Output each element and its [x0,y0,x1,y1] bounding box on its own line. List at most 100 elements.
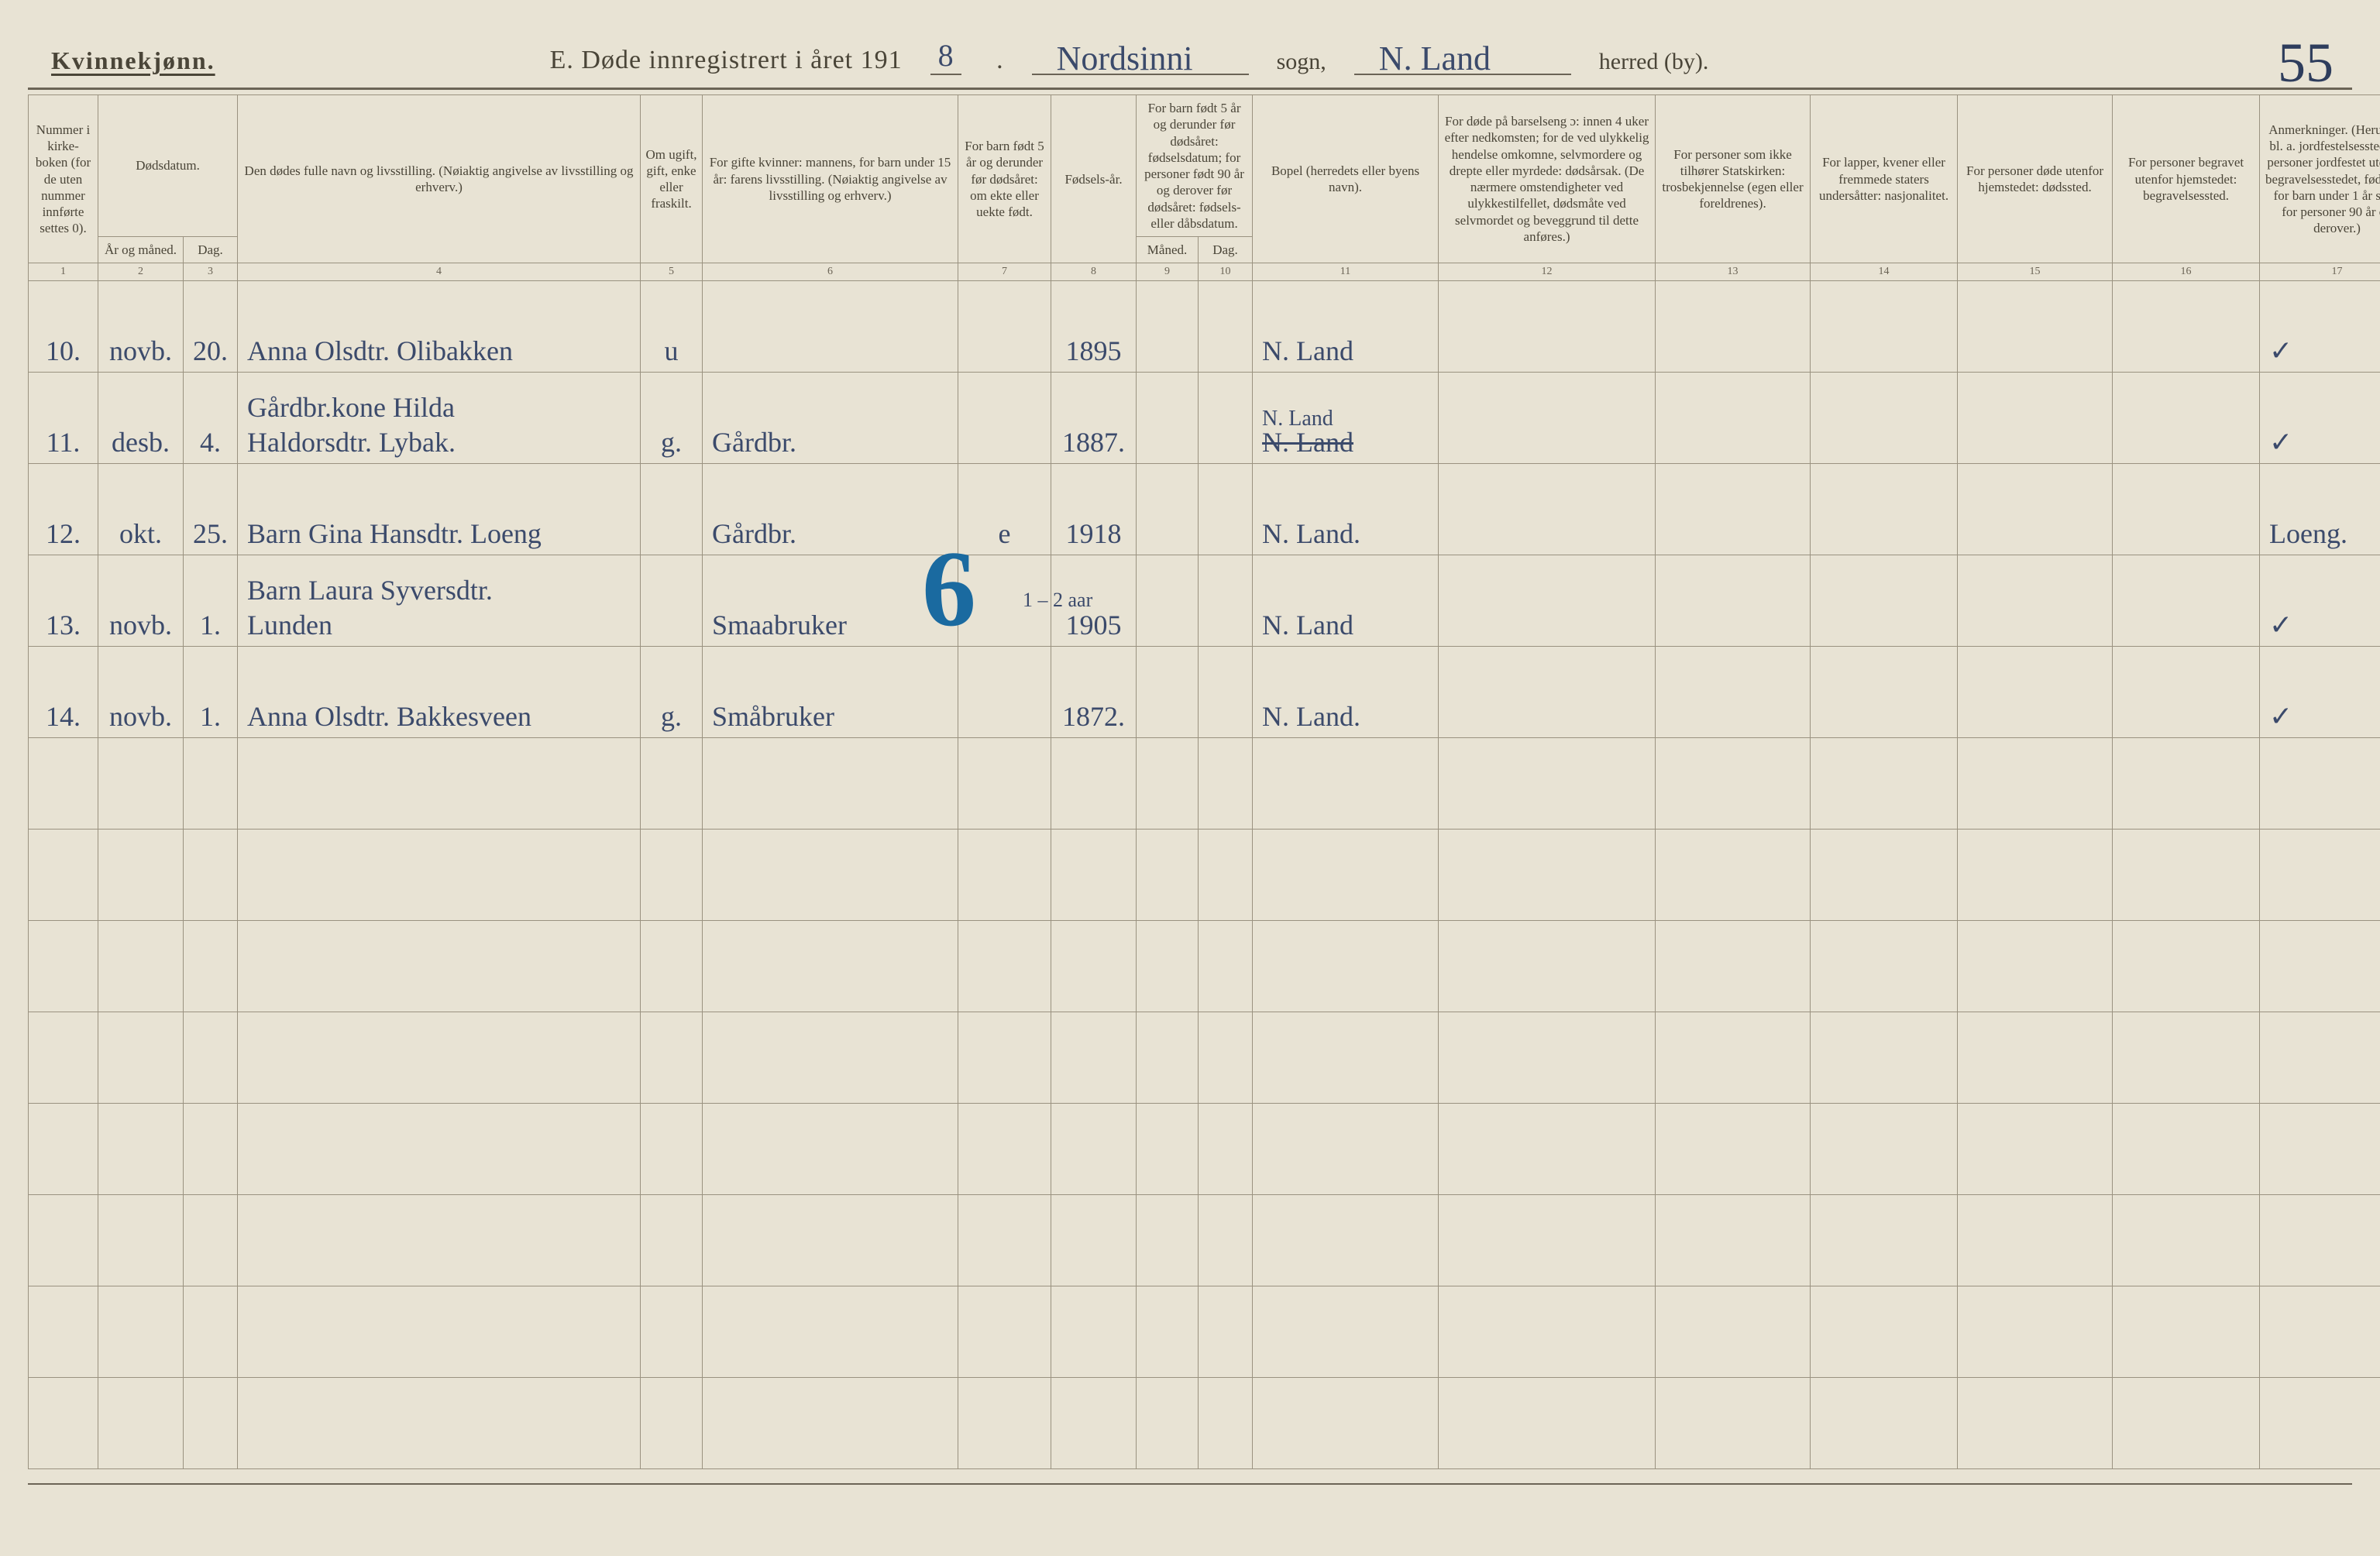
cell [703,1377,958,1468]
cell [1253,1377,1439,1468]
cell [1137,646,1199,737]
cell: novb. [98,646,184,737]
cell [1199,1012,1253,1103]
cell [958,829,1051,920]
cell [2260,1194,2380,1286]
col-number: 7 [958,263,1051,281]
col-2a: År og måned. [98,237,184,263]
cell [2113,555,2260,646]
cell [1051,920,1137,1012]
table-row: 12.okt.25.Barn Gina Hansdtr. LoengGårdbr… [29,463,2380,555]
cell: N. Land [1253,555,1439,646]
cell [1253,737,1439,829]
cell: 14. [29,646,98,737]
cell [238,920,641,1012]
cell [1199,1103,1253,1194]
cell: e [958,463,1051,555]
cell [1811,920,1958,1012]
cell [1958,737,2113,829]
cell [1656,646,1811,737]
cell [238,1194,641,1286]
cell: Gårdbr. [703,372,958,463]
cell [1811,1377,1958,1468]
cell [1958,1103,2113,1194]
cell: novb. [98,555,184,646]
cell [29,1286,98,1377]
cell [2113,1103,2260,1194]
cell [184,1012,238,1103]
cell [1656,555,1811,646]
cell [1811,737,1958,829]
col-8: Fødsels-år. [1051,95,1137,263]
cell: ✓ [2260,555,2380,646]
table-row [29,1286,2380,1377]
cell [98,1194,184,1286]
cell [1439,920,1656,1012]
cell [1439,372,1656,463]
col-4: Den dødes fulle navn og livsstilling. (N… [238,95,641,263]
cell [184,1194,238,1286]
cell: 1. [184,555,238,646]
cell: 1872. [1051,646,1137,737]
cell [2260,1286,2380,1377]
cell: N. Land [1253,280,1439,372]
cell [1051,829,1137,920]
table-row: 10.novb.20.Anna Olsdtr. Olibakkenu1895N.… [29,280,2380,372]
cell [98,737,184,829]
cell [1051,1194,1137,1286]
cell [238,737,641,829]
cell [2260,1103,2380,1194]
cell: 1905 [1051,555,1137,646]
col-14: For lapper, kvener eller fremmede stater… [1811,95,1958,263]
cell [1656,1103,1811,1194]
cell [1656,463,1811,555]
cell [1656,1377,1811,1468]
cell [1958,646,2113,737]
cell [1051,1103,1137,1194]
cell [29,1194,98,1286]
cell: desb. [98,372,184,463]
cell [1199,1286,1253,1377]
cell [703,920,958,1012]
cell [1656,372,1811,463]
cell [184,1286,238,1377]
cell: Gårdbr. [703,463,958,555]
col-5: Om ugift, gift, enke eller fraskilt. [641,95,703,263]
cell [1137,463,1199,555]
col-2-top: Dødsdatum. [98,95,238,237]
cell [1253,920,1439,1012]
cell [1439,555,1656,646]
title-prefix: E. Døde innregistrert i året 191 [550,46,903,75]
cell [1199,1377,1253,1468]
cell [2260,920,2380,1012]
cell [641,1103,703,1194]
cell: N. Land. [1253,646,1439,737]
cell [2113,737,2260,829]
cell [1439,829,1656,920]
cell: Småbruker [703,646,958,737]
cell: 1895 [1051,280,1137,372]
col-16: For personer begravet utenfor hjemstedet… [2113,95,2260,263]
cell [238,1103,641,1194]
register-table: Nummer i kirke-boken (for de uten nummer… [28,94,2380,1469]
cell [98,1286,184,1377]
cell: 11. [29,372,98,463]
cell [2113,920,2260,1012]
cell [958,1012,1051,1103]
cell [1811,829,1958,920]
col-2b: Dag. [184,237,238,263]
cell [703,1194,958,1286]
cell [238,1012,641,1103]
cell [1253,1286,1439,1377]
cell [98,1103,184,1194]
cell [1137,829,1199,920]
cell [641,1286,703,1377]
cell [1811,372,1958,463]
cell [958,737,1051,829]
page-folio: 55 [2278,31,2334,95]
cell: 25. [184,463,238,555]
cell [2113,1012,2260,1103]
cell [1253,1194,1439,1286]
cell: Anna Olsdtr. Bakkesveen [238,646,641,737]
cell [641,1012,703,1103]
